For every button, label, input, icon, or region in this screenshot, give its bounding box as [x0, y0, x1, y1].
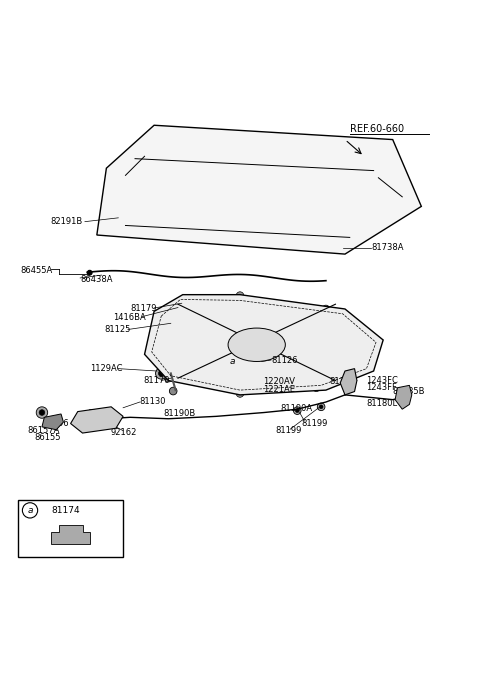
Circle shape — [322, 305, 330, 313]
Text: 81180L: 81180L — [366, 399, 397, 409]
Circle shape — [169, 387, 177, 395]
Circle shape — [158, 371, 164, 376]
Text: a: a — [27, 506, 33, 515]
Text: 81190A: 81190A — [281, 404, 312, 413]
Bar — [61, 532, 80, 541]
Text: 1416BA: 1416BA — [114, 313, 146, 322]
Circle shape — [252, 340, 262, 350]
Circle shape — [360, 364, 368, 373]
Text: 81190B: 81190B — [164, 409, 196, 418]
Text: 81738A: 81738A — [371, 243, 404, 252]
Text: 81125: 81125 — [104, 325, 131, 334]
Text: 81180: 81180 — [330, 377, 356, 386]
Ellipse shape — [228, 328, 285, 362]
Bar — [334, 243, 342, 252]
Text: 86155: 86155 — [35, 433, 61, 442]
Circle shape — [317, 403, 325, 411]
Text: 86438A: 86438A — [80, 275, 113, 284]
Text: 92162: 92162 — [110, 428, 137, 437]
Text: 81199: 81199 — [276, 426, 302, 435]
Circle shape — [370, 336, 377, 344]
Text: 1129AC: 1129AC — [90, 364, 122, 373]
Polygon shape — [144, 294, 383, 395]
Circle shape — [156, 368, 167, 379]
Circle shape — [179, 301, 187, 308]
Circle shape — [87, 271, 92, 275]
Text: 81174: 81174 — [51, 506, 80, 515]
Text: 81199: 81199 — [301, 418, 327, 428]
Text: 81170: 81170 — [144, 376, 170, 385]
Circle shape — [245, 333, 269, 357]
Polygon shape — [395, 386, 412, 409]
Circle shape — [295, 409, 299, 413]
Polygon shape — [42, 414, 63, 430]
Circle shape — [150, 348, 158, 356]
Text: 86157A: 86157A — [28, 426, 60, 435]
Text: REF.60-660: REF.60-660 — [350, 124, 404, 135]
Polygon shape — [340, 369, 357, 395]
Polygon shape — [51, 525, 90, 544]
Text: 82191B: 82191B — [50, 217, 83, 226]
Text: 1221AE: 1221AE — [263, 385, 295, 394]
Circle shape — [182, 301, 188, 307]
Polygon shape — [97, 125, 421, 254]
Circle shape — [180, 298, 191, 309]
Text: 1220AV: 1220AV — [263, 377, 295, 386]
Circle shape — [293, 407, 301, 414]
Text: 1243FF: 1243FF — [366, 383, 397, 392]
Text: 81130: 81130 — [140, 396, 166, 405]
Circle shape — [36, 407, 48, 418]
Text: 81195: 81195 — [87, 409, 114, 418]
Circle shape — [23, 503, 37, 518]
Circle shape — [236, 292, 244, 299]
Polygon shape — [71, 407, 123, 433]
Text: 1243FC: 1243FC — [366, 375, 398, 385]
Circle shape — [120, 214, 126, 220]
Text: 81126: 81126 — [271, 356, 298, 365]
Circle shape — [319, 405, 323, 409]
Circle shape — [312, 384, 320, 392]
Text: 86455A: 86455A — [21, 267, 53, 275]
Circle shape — [165, 375, 172, 382]
Text: 86156: 86156 — [42, 418, 69, 428]
Circle shape — [236, 390, 244, 397]
Text: 81179: 81179 — [130, 303, 157, 313]
Text: 81385B: 81385B — [393, 387, 425, 396]
Bar — [18, 500, 123, 557]
Circle shape — [39, 409, 45, 415]
Circle shape — [224, 353, 241, 370]
Text: a: a — [230, 357, 236, 366]
Circle shape — [117, 211, 129, 222]
